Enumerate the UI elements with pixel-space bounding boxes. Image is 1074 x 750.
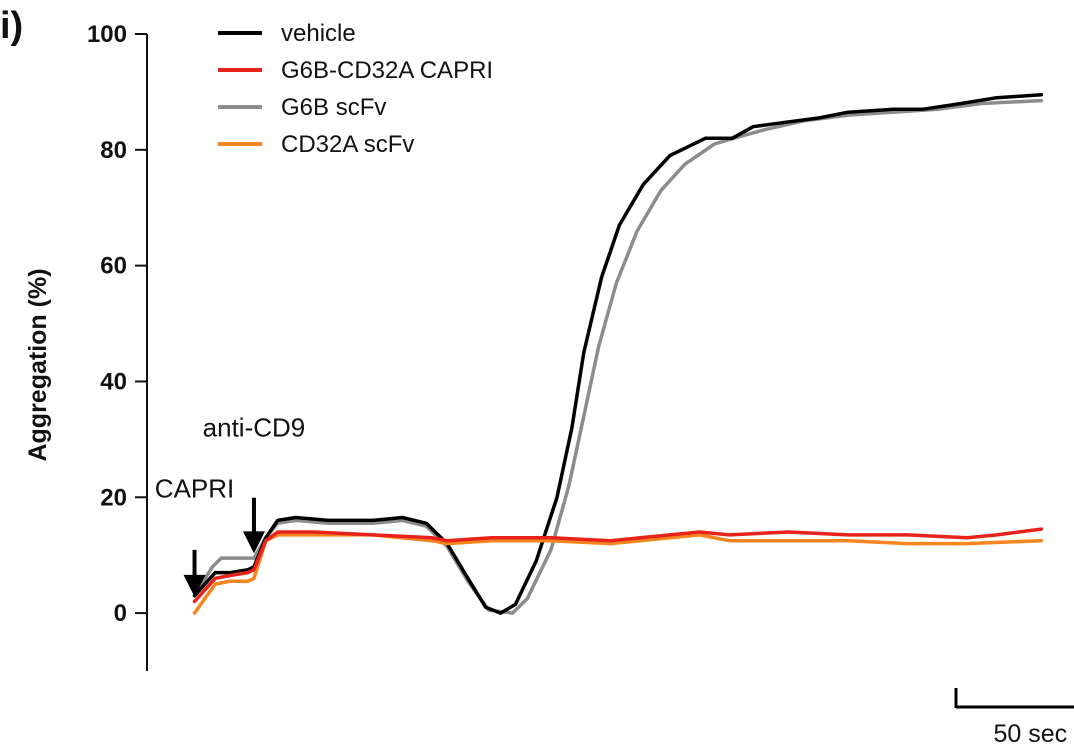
- legend-label: G6B scFv: [281, 94, 386, 121]
- annotation-label: CAPRI: [155, 473, 234, 503]
- arrow-head: [183, 574, 206, 597]
- legend-item-g6b-cd32a-capri: G6B-CD32A CAPRI: [218, 57, 493, 84]
- plot-area: [192, 93, 1044, 615]
- legend: vehicle G6B-CD32A CAPRI G6B scFv CD32A scFv: [218, 20, 493, 158]
- annotation-label: anti-CD9: [203, 412, 306, 442]
- legend-item-cd32a-scfv: CD32A scFv: [218, 131, 414, 158]
- series-line-g6b-cd32a-capri: [192, 527, 1044, 604]
- annotation-anti-cd9: anti-CD9: [203, 412, 306, 554]
- y-axis: 0 20 40 60 80 100: [87, 21, 148, 671]
- series-line-vehicle: [192, 93, 1044, 615]
- y-tick-label: 0: [114, 600, 127, 627]
- legend-label: vehicle: [281, 20, 356, 47]
- y-axis-label: Aggregation (%): [24, 268, 52, 461]
- arrow-head: [242, 531, 265, 554]
- y-tick-label: 80: [100, 137, 127, 164]
- series-line-cd32a-scfv: [192, 533, 1044, 615]
- y-tick-label: 60: [100, 253, 127, 280]
- legend-item-vehicle: vehicle: [218, 20, 356, 47]
- y-tick-label: 20: [100, 484, 127, 511]
- legend-label: G6B-CD32A CAPRI: [281, 57, 493, 84]
- time-scale-bar: 50 sec: [954, 688, 1074, 748]
- annotation-capri: CAPRI: [155, 473, 234, 597]
- y-tick-label: 100: [87, 21, 127, 48]
- scale-bar-label: 50 sec: [993, 720, 1067, 748]
- legend-label: CD32A scFv: [281, 131, 414, 158]
- annotations: CAPRI anti-CD9: [155, 412, 306, 597]
- legend-item-g6b-scfv: G6B scFv: [218, 94, 386, 121]
- y-tick-label: 40: [100, 368, 127, 395]
- panel-label: i): [0, 5, 23, 47]
